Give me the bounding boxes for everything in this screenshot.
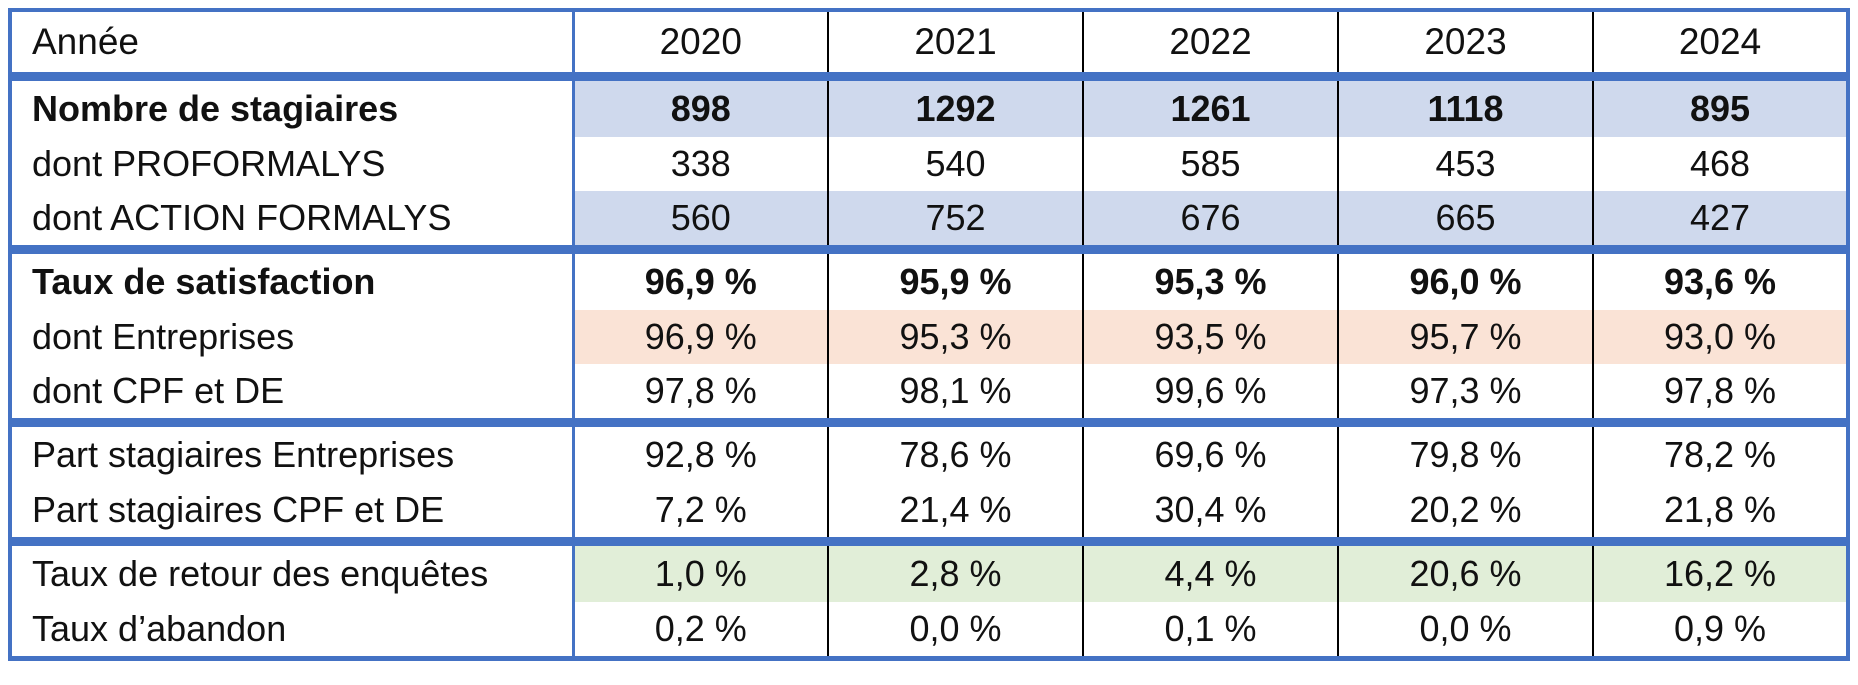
cell-value: 95,3 % bbox=[828, 310, 1084, 364]
cell-value: 427 bbox=[1593, 191, 1850, 250]
cell-value: 1292 bbox=[828, 72, 1084, 137]
cell-value: 0,2 % bbox=[573, 602, 829, 661]
cell-value: 21,8 % bbox=[1593, 483, 1850, 542]
cell-value: 93,6 % bbox=[1593, 245, 1850, 310]
cell-value: 96,0 % bbox=[1338, 245, 1594, 310]
cell-value: 1,0 % bbox=[573, 537, 829, 602]
cell-value: 95,9 % bbox=[828, 245, 1084, 310]
row-taux-satisfaction: Taux de satisfaction 96,9 % 95,9 % 95,3 … bbox=[8, 245, 1850, 310]
cell-value: 95,3 % bbox=[1083, 245, 1339, 310]
cell-value: 895 bbox=[1593, 72, 1850, 137]
year-2024: 2024 bbox=[1593, 8, 1850, 77]
row-label: dont Entreprises bbox=[8, 310, 575, 364]
row-label: dont PROFORMALYS bbox=[8, 137, 575, 191]
cell-value: 96,9 % bbox=[573, 310, 829, 364]
cell-value: 96,9 % bbox=[573, 245, 829, 310]
cell-value: 30,4 % bbox=[1083, 483, 1339, 542]
cell-value: 540 bbox=[828, 137, 1084, 191]
cell-value: 78,6 % bbox=[828, 418, 1084, 483]
row-taux-abandon: Taux d’abandon 0,2 % 0,0 % 0,1 % 0,0 % 0… bbox=[8, 602, 1850, 661]
row-label: Part stagiaires Entreprises bbox=[8, 418, 575, 483]
cell-value: 16,2 % bbox=[1593, 537, 1850, 602]
row-nombre-stagiaires: Nombre de stagiaires 898 1292 1261 1118 … bbox=[8, 72, 1850, 137]
row-label: Taux d’abandon bbox=[8, 602, 575, 661]
row-label: Part stagiaires CPF et DE bbox=[8, 483, 575, 542]
row-action-formalys: dont ACTION FORMALYS 560 752 676 665 427 bbox=[8, 191, 1850, 250]
cell-value: 99,6 % bbox=[1083, 364, 1339, 423]
row-label: Nombre de stagiaires bbox=[8, 72, 575, 137]
cell-value: 20,6 % bbox=[1338, 537, 1594, 602]
cell-value: 453 bbox=[1338, 137, 1594, 191]
cell-value: 98,1 % bbox=[828, 364, 1084, 423]
cell-value: 97,8 % bbox=[573, 364, 829, 423]
cell-value: 468 bbox=[1593, 137, 1850, 191]
row-label: Taux de retour des enquêtes bbox=[8, 537, 575, 602]
cell-value: 95,7 % bbox=[1338, 310, 1594, 364]
row-label: dont CPF et DE bbox=[8, 364, 575, 423]
cell-value: 92,8 % bbox=[573, 418, 829, 483]
year-2021: 2021 bbox=[828, 8, 1084, 77]
cell-value: 898 bbox=[573, 72, 829, 137]
row-part-entreprises: Part stagiaires Entreprises 92,8 % 78,6 … bbox=[8, 418, 1850, 483]
cell-value: 69,6 % bbox=[1083, 418, 1339, 483]
cell-value: 7,2 % bbox=[573, 483, 829, 542]
row-taux-retour: Taux de retour des enquêtes 1,0 % 2,8 % … bbox=[8, 537, 1850, 602]
cell-value: 78,2 % bbox=[1593, 418, 1850, 483]
cell-value: 752 bbox=[828, 191, 1084, 250]
row-label: dont ACTION FORMALYS bbox=[8, 191, 575, 250]
cell-value: 97,3 % bbox=[1338, 364, 1594, 423]
cell-value: 4,4 % bbox=[1083, 537, 1339, 602]
cell-value: 676 bbox=[1083, 191, 1339, 250]
year-2020: 2020 bbox=[573, 8, 829, 77]
training-statistics-table: Année 2020 2021 2022 2023 2024 Nombre de… bbox=[8, 8, 1850, 661]
cell-value: 93,0 % bbox=[1593, 310, 1850, 364]
row-proformalys: dont PROFORMALYS 338 540 585 453 468 bbox=[8, 137, 1850, 191]
cell-value: 79,8 % bbox=[1338, 418, 1594, 483]
cell-value: 585 bbox=[1083, 137, 1339, 191]
row-label: Taux de satisfaction bbox=[8, 245, 575, 310]
cell-value: 2,8 % bbox=[828, 537, 1084, 602]
cell-value: 560 bbox=[573, 191, 829, 250]
cell-value: 1261 bbox=[1083, 72, 1339, 137]
cell-value: 20,2 % bbox=[1338, 483, 1594, 542]
year-2022: 2022 bbox=[1083, 8, 1339, 77]
year-2023: 2023 bbox=[1338, 8, 1594, 77]
statistics-table-container: Année 2020 2021 2022 2023 2024 Nombre de… bbox=[8, 8, 1850, 661]
cell-value: 21,4 % bbox=[828, 483, 1084, 542]
cell-value: 338 bbox=[573, 137, 829, 191]
cell-value: 97,8 % bbox=[1593, 364, 1850, 423]
row-part-cpf-de: Part stagiaires CPF et DE 7,2 % 21,4 % 3… bbox=[8, 483, 1850, 542]
cell-value: 0,0 % bbox=[828, 602, 1084, 661]
cell-value: 1118 bbox=[1338, 72, 1594, 137]
cell-value: 665 bbox=[1338, 191, 1594, 250]
header-row: Année 2020 2021 2022 2023 2024 bbox=[8, 8, 1850, 77]
cell-value: 0,0 % bbox=[1338, 602, 1594, 661]
row-satisfaction-cpf-de: dont CPF et DE 97,8 % 98,1 % 99,6 % 97,3… bbox=[8, 364, 1850, 423]
header-label: Année bbox=[8, 8, 575, 77]
cell-value: 0,1 % bbox=[1083, 602, 1339, 661]
cell-value: 93,5 % bbox=[1083, 310, 1339, 364]
cell-value: 0,9 % bbox=[1593, 602, 1850, 661]
row-satisfaction-entreprises: dont Entreprises 96,9 % 95,3 % 93,5 % 95… bbox=[8, 310, 1850, 364]
